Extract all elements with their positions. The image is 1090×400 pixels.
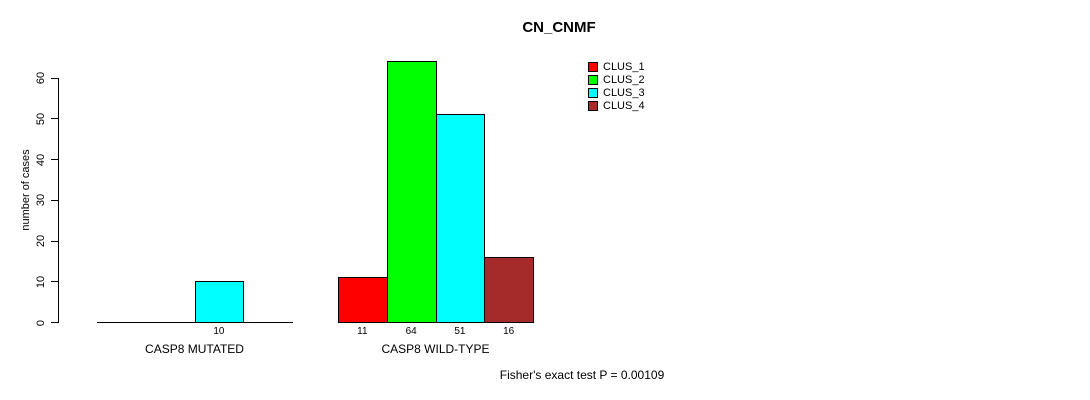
group-label: CASP8 MUTATED (145, 342, 244, 356)
y-tick-label: 40 (35, 153, 47, 166)
legend-item: CLUS_1 (588, 60, 645, 73)
bar-value-label: 51 (454, 326, 466, 337)
y-tick (51, 281, 58, 283)
bar-value-label: 64 (405, 326, 417, 337)
legend-item: CLUS_4 (588, 99, 645, 112)
bar (386, 61, 437, 323)
y-tick-label: 10 (35, 275, 47, 288)
legend-swatch (588, 74, 598, 85)
bar-value-label: 10 (213, 326, 225, 337)
y-tick (51, 159, 58, 160)
legend-label: CLUS_4 (603, 99, 645, 112)
y-tick (51, 322, 58, 323)
y-axis-label: number of cases (20, 149, 32, 231)
y-tick-label: 60 (35, 71, 47, 85)
legend-label: CLUS_1 (603, 60, 645, 73)
legend-item: CLUS_2 (588, 73, 645, 86)
y-axis-line (58, 77, 59, 323)
y-tick-label: 0 (35, 319, 47, 326)
bar-value-label: 16 (503, 326, 515, 337)
y-tick-label: 50 (35, 112, 47, 125)
bar (435, 114, 486, 323)
y-tick-label: 20 (35, 234, 47, 248)
legend-label: CLUS_3 (603, 86, 645, 99)
fisher-test-annotation: Fisher's exact test P = 0.00109 (499, 368, 665, 382)
y-tick (51, 77, 58, 79)
legend-swatch (588, 61, 598, 72)
bar-value-label: 11 (357, 326, 368, 337)
y-tick (51, 240, 58, 242)
legend-item: CLUS_3 (588, 86, 645, 99)
bar (338, 277, 388, 323)
y-tick-label: 30 (35, 194, 47, 207)
legend-swatch (588, 87, 598, 98)
bar (194, 281, 245, 323)
bar (484, 256, 534, 323)
chart-title: CN_CNMF (522, 19, 596, 36)
y-tick (51, 118, 58, 120)
legend-swatch (588, 100, 598, 111)
legend-label: CLUS_2 (603, 73, 645, 86)
group-label: CASP8 WILD-TYPE (381, 342, 490, 356)
legend: CLUS_1 CLUS_2 CLUS_3 CLUS_4 (588, 60, 645, 112)
y-tick (51, 199, 58, 201)
